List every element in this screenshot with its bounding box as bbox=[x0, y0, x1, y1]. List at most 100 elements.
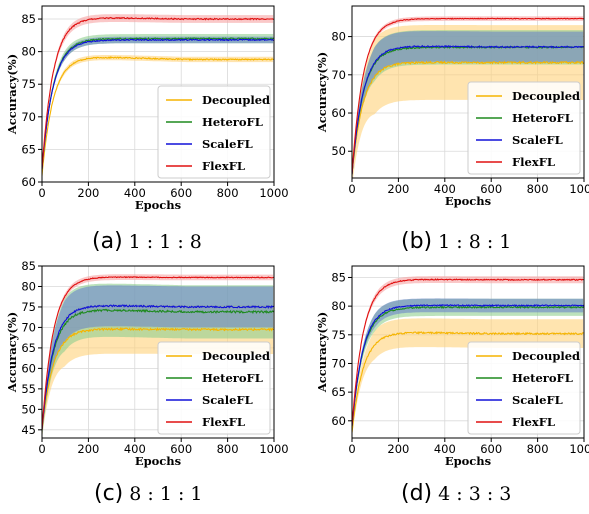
y-tick-label: 45 bbox=[21, 423, 36, 437]
legend: Decoupled HeteroFL ScaleFL FlexFL bbox=[467, 81, 581, 175]
legend-label-heterofl: HeteroFL bbox=[202, 371, 263, 385]
legend-box bbox=[467, 81, 581, 175]
y-tick-label: 65 bbox=[331, 385, 346, 399]
axes-frame bbox=[351, 265, 585, 439]
x-tick-label: 0 bbox=[38, 442, 45, 456]
x-axis-label: Epochs bbox=[135, 454, 181, 468]
x-tick-label: 800 bbox=[217, 442, 239, 456]
legend-box bbox=[157, 341, 271, 435]
x-tick-label: 400 bbox=[124, 186, 146, 200]
legend: Decoupled HeteroFL ScaleFL FlexFL bbox=[467, 341, 581, 435]
y-tick-label: 65 bbox=[21, 341, 36, 355]
plot-area bbox=[352, 276, 584, 438]
caption-tag: (a) bbox=[92, 229, 123, 254]
y-tick-label: 70 bbox=[331, 356, 346, 370]
chart-panel-3: 0 200 400 600 800 1000 60 65 70 75 80 85 Epochs Accur… bbox=[315, 265, 589, 468]
x-tick-label: 800 bbox=[217, 186, 239, 200]
y-tick-label: 70 bbox=[331, 68, 346, 82]
line-decoupled bbox=[42, 327, 274, 431]
legend-label-heterofl: HeteroFL bbox=[512, 111, 573, 125]
plot-area bbox=[42, 14, 274, 177]
y-tick-label: 75 bbox=[21, 300, 36, 314]
legend: Decoupled HeteroFL ScaleFL FlexFL bbox=[157, 341, 271, 435]
caption-a: (a) 1 : 1 : 8 bbox=[92, 229, 202, 254]
y-tick-label: 85 bbox=[331, 270, 346, 284]
legend-label-decoupled: Decoupled bbox=[512, 89, 580, 103]
x-tick-label: 800 bbox=[527, 182, 549, 196]
legend-label-flexfl: FlexFL bbox=[512, 155, 555, 169]
legend-box bbox=[157, 85, 271, 179]
caption-tag: (b) bbox=[401, 229, 433, 254]
y-tick-label: 70 bbox=[21, 320, 36, 334]
x-tick-label: 0 bbox=[348, 182, 355, 196]
x-tick-label: 600 bbox=[480, 442, 502, 456]
x-tick-label: 200 bbox=[387, 182, 409, 196]
caption-ratio: 1 : 8 : 1 bbox=[438, 231, 512, 253]
band-scalefl bbox=[352, 31, 584, 178]
y-tick-label: 80 bbox=[21, 279, 36, 293]
caption-ratio: 4 : 3 : 3 bbox=[438, 483, 512, 505]
line-scalefl bbox=[42, 304, 274, 430]
axes-frame bbox=[41, 5, 275, 183]
caption-b: (b) 1 : 8 : 1 bbox=[401, 229, 511, 254]
line-scalefl bbox=[42, 38, 274, 170]
legend-label-decoupled: Decoupled bbox=[202, 349, 270, 363]
caption-tag: (c) bbox=[94, 481, 124, 506]
legend-label-scalefl: ScaleFL bbox=[202, 137, 253, 151]
y-axis-label: Accuracy(%) bbox=[5, 312, 19, 393]
line-scalefl bbox=[352, 303, 584, 427]
y-tick-label: 50 bbox=[331, 144, 346, 158]
x-tick-label: 600 bbox=[170, 186, 192, 200]
line-decoupled bbox=[42, 56, 274, 176]
x-tick-label: 0 bbox=[38, 186, 45, 200]
y-tick-label: 80 bbox=[331, 30, 346, 44]
x-tick-label: 400 bbox=[434, 442, 456, 456]
y-tick-label: 65 bbox=[21, 142, 36, 156]
x-axis-label: Epochs bbox=[445, 194, 491, 208]
chart-panel-0: 0 200 400 600 800 1000 60 65 70 75 80 85 Epochs Accur… bbox=[5, 5, 289, 212]
y-tick-label: 80 bbox=[21, 45, 36, 59]
y-axis-label: Accuracy(%) bbox=[315, 52, 329, 133]
axes-frame bbox=[351, 5, 585, 179]
y-tick-label: 75 bbox=[21, 77, 36, 91]
legend-box bbox=[467, 341, 581, 435]
line-heterofl bbox=[42, 308, 274, 430]
legend-label-flexfl: FlexFL bbox=[512, 415, 555, 429]
x-tick-label: 800 bbox=[527, 442, 549, 456]
y-tick-label: 70 bbox=[21, 110, 36, 124]
y-tick-label: 75 bbox=[331, 328, 346, 342]
x-tick-label: 200 bbox=[387, 442, 409, 456]
x-axis-label: Epochs bbox=[445, 454, 491, 468]
band-scalefl bbox=[42, 285, 274, 437]
line-flexfl bbox=[42, 276, 274, 430]
legend-label-decoupled: Decoupled bbox=[512, 349, 580, 363]
x-tick-label: 1000 bbox=[259, 442, 288, 456]
line-flexfl bbox=[352, 17, 584, 175]
chart-panel-2: 0 200 400 600 800 1000 45 50 55 60 65 70 75 80 85 Epoch… bbox=[5, 259, 289, 468]
legend-label-decoupled: Decoupled bbox=[202, 93, 270, 107]
legend-label-flexfl: FlexFL bbox=[202, 159, 245, 173]
x-tick-label: 1000 bbox=[259, 186, 288, 200]
x-tick-label: 1000 bbox=[569, 442, 589, 456]
y-axis-label: Accuracy(%) bbox=[315, 312, 329, 393]
x-axis-label: Epochs bbox=[135, 198, 181, 212]
band-decoupled bbox=[352, 318, 584, 438]
line-heterofl bbox=[42, 36, 274, 170]
y-axis-label: Accuracy(%) bbox=[5, 54, 19, 135]
legend-label-flexfl: FlexFL bbox=[202, 415, 245, 429]
line-flexfl bbox=[42, 16, 274, 169]
line-flexfl bbox=[352, 278, 584, 427]
legend: Decoupled HeteroFL ScaleFL FlexFL bbox=[157, 85, 271, 179]
x-tick-label: 1000 bbox=[569, 182, 589, 196]
line-decoupled bbox=[352, 330, 584, 433]
plot-area bbox=[352, 16, 584, 178]
line-scalefl bbox=[352, 44, 584, 175]
legend-label-scalefl: ScaleFL bbox=[202, 393, 253, 407]
x-tick-label: 600 bbox=[480, 182, 502, 196]
plot-area bbox=[42, 274, 274, 438]
caption-d: (d) 4 : 3 : 3 bbox=[401, 481, 511, 506]
x-tick-label: 200 bbox=[77, 186, 99, 200]
y-tick-label: 55 bbox=[21, 382, 36, 396]
legend-label-scalefl: ScaleFL bbox=[512, 393, 563, 407]
